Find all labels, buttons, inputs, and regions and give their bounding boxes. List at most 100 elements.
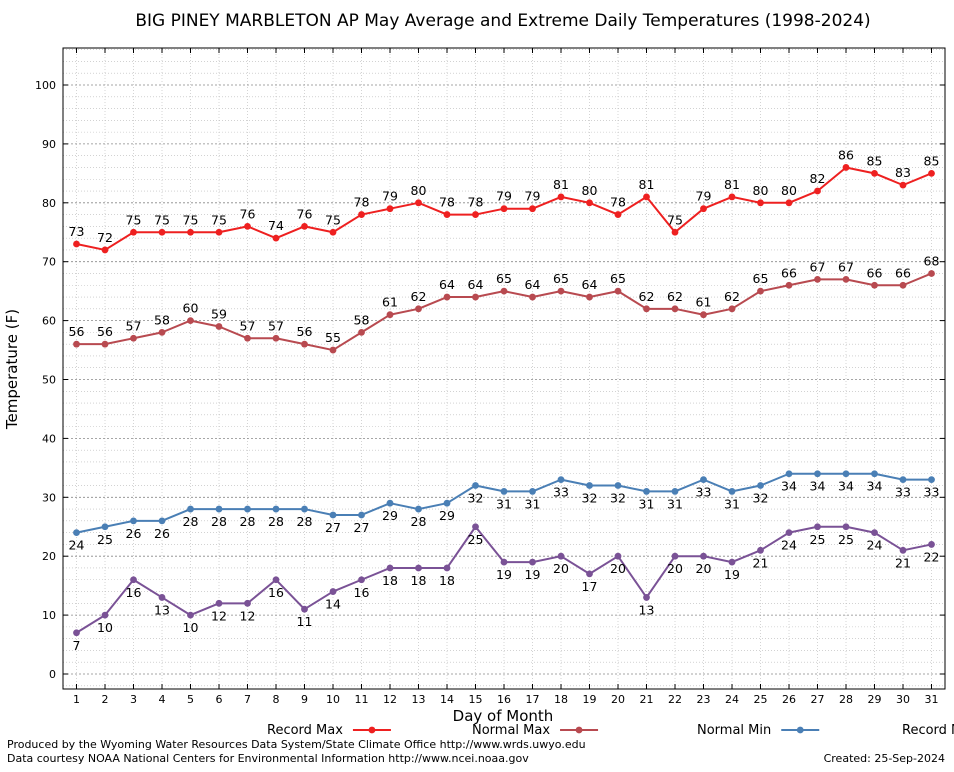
data-point-record-min xyxy=(586,570,593,578)
data-point-normal-max xyxy=(358,328,365,336)
x-tick-label: 25 xyxy=(754,693,768,706)
x-tick-label: 19 xyxy=(583,693,597,706)
x-tick-label: 20 xyxy=(611,693,625,706)
data-label-normal-max: 67 xyxy=(810,259,826,274)
data-point-record-min xyxy=(899,546,907,554)
data-label-normal-max: 66 xyxy=(895,265,911,280)
legend-label: Normal Min xyxy=(697,723,771,738)
x-tick-label: 27 xyxy=(811,693,825,706)
data-point-normal-min xyxy=(244,505,251,513)
data-point-record-min xyxy=(244,599,251,607)
data-point-record-min xyxy=(928,541,935,548)
data-label-normal-max: 58 xyxy=(154,312,170,327)
data-point-record-max xyxy=(73,240,80,248)
data-point-record-min xyxy=(871,529,878,537)
data-label-record-max: 75 xyxy=(183,212,199,227)
data-label-record-max: 79 xyxy=(696,189,712,204)
data-label-normal-min: 34 xyxy=(867,479,883,494)
x-tick-label: 10 xyxy=(326,693,340,706)
data-point-normal-max xyxy=(329,346,337,354)
data-label-normal-min: 32 xyxy=(582,491,598,506)
data-label-record-min: 25 xyxy=(468,532,484,547)
data-point-normal-min xyxy=(386,499,394,507)
data-label-record-max: 85 xyxy=(867,153,883,168)
series-record-min: 7 10 16 13 10 12 12 16 11 14 16 18 18 18 25 19 19 20 17 20 1… xyxy=(73,523,939,653)
data-label-record-min: 21 xyxy=(753,555,769,570)
data-point-normal-min xyxy=(301,505,308,513)
data-label-record-min: 17 xyxy=(582,579,598,594)
data-label-record-min: 10 xyxy=(97,620,113,635)
data-point-normal-min xyxy=(842,470,850,478)
data-label-normal-min: 28 xyxy=(183,514,199,529)
data-point-record-min xyxy=(757,546,764,554)
footer-data-courtesy: Data courtesy NOAA National Centers for … xyxy=(7,752,529,765)
data-label-normal-max: 61 xyxy=(696,295,712,310)
x-tick-label: 28 xyxy=(839,693,853,706)
data-label-record-max: 80 xyxy=(781,183,797,198)
data-label-normal-min: 27 xyxy=(354,520,370,535)
footer-created-date: Created: 25-Sep-2024 xyxy=(824,752,945,765)
data-point-normal-max xyxy=(643,305,650,313)
data-point-normal-max xyxy=(73,340,80,348)
data-point-normal-max xyxy=(928,270,935,277)
data-label-normal-min: 33 xyxy=(924,485,940,500)
data-label-record-max: 78 xyxy=(354,195,370,210)
data-point-record-max xyxy=(871,169,878,177)
legend-item-record-min: Record Min xyxy=(902,723,954,738)
data-label-record-min: 16 xyxy=(268,585,284,600)
data-point-normal-max xyxy=(671,305,679,313)
data-label-normal-max: 64 xyxy=(582,277,598,292)
data-point-normal-min xyxy=(557,476,565,484)
data-point-record-min xyxy=(529,558,536,566)
data-label-normal-max: 65 xyxy=(610,271,626,286)
data-label-record-max: 79 xyxy=(525,189,541,204)
y-tick-label: 50 xyxy=(42,374,56,387)
data-label-normal-max: 59 xyxy=(211,306,227,321)
data-label-record-max: 75 xyxy=(154,212,170,227)
data-point-record-max xyxy=(358,211,365,218)
data-point-normal-max xyxy=(871,281,878,289)
data-label-record-min: 13 xyxy=(154,602,170,617)
data-point-record-max xyxy=(443,211,451,218)
data-point-normal-max xyxy=(700,311,707,319)
data-label-normal-min: 25 xyxy=(97,532,113,547)
data-point-normal-max xyxy=(757,287,764,295)
data-point-record-max xyxy=(529,205,536,213)
data-label-record-max: 75 xyxy=(126,212,142,227)
data-point-record-min xyxy=(215,599,223,607)
data-label-normal-max: 57 xyxy=(240,318,256,333)
data-label-normal-max: 57 xyxy=(126,318,142,333)
data-point-normal-max xyxy=(415,305,422,313)
data-point-normal-min xyxy=(358,511,365,519)
data-label-normal-min: 34 xyxy=(781,479,797,494)
data-point-record-max xyxy=(700,205,707,213)
data-label-normal-min: 29 xyxy=(382,508,398,523)
data-point-record-min xyxy=(329,588,337,595)
data-point-normal-max xyxy=(130,334,137,342)
data-label-record-min: 10 xyxy=(183,620,199,635)
data-point-normal-max xyxy=(785,281,793,289)
x-tick-label: 13 xyxy=(412,693,426,706)
data-point-normal-min xyxy=(728,488,736,495)
data-label-record-min: 16 xyxy=(354,585,370,600)
data-point-normal-min xyxy=(130,517,137,525)
data-point-normal-max xyxy=(272,334,280,342)
data-label-normal-max: 65 xyxy=(553,271,569,286)
y-axis-title: Temperature (F) xyxy=(3,309,21,430)
data-label-record-max: 78 xyxy=(468,195,484,210)
x-tick-label: 17 xyxy=(526,693,540,706)
data-point-record-min xyxy=(557,552,565,560)
data-label-normal-min: 28 xyxy=(240,514,256,529)
data-point-record-max xyxy=(244,222,251,230)
data-label-normal-max: 56 xyxy=(69,324,85,339)
data-label-record-min: 18 xyxy=(439,573,455,588)
data-point-record-min xyxy=(415,564,422,572)
data-label-normal-min: 27 xyxy=(325,520,341,535)
data-label-normal-max: 55 xyxy=(325,330,341,345)
legend: Record Max Normal Max Normal Min Record Min xyxy=(267,723,954,738)
data-point-record-max xyxy=(671,228,679,236)
data-point-record-max xyxy=(215,228,223,236)
data-label-normal-min: 31 xyxy=(667,496,683,511)
data-label-record-max: 75 xyxy=(325,212,341,227)
